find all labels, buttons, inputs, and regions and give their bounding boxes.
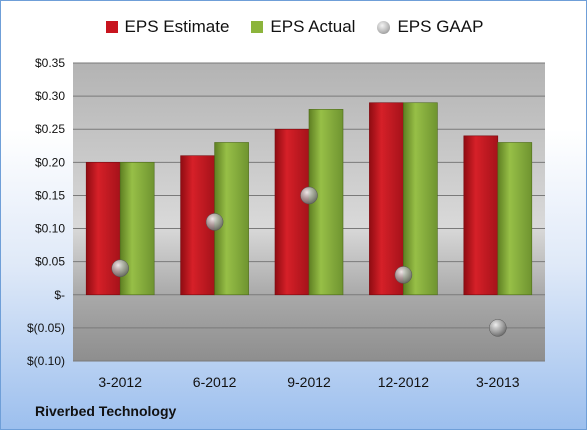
legend-item-eps-actual: EPS Actual [251,17,355,37]
y-tick-label: $0.30 [35,89,65,103]
x-tick-label: 3-2012 [98,374,142,390]
point-eps-gaap [111,259,129,278]
y-tick-label: $(0.05) [27,321,65,335]
y-tick-label: $0.10 [35,222,65,236]
point-eps-gaap [205,213,224,231]
y-tick-label: $0.20 [35,155,65,169]
legend-label-eps-estimate: EPS Estimate [124,17,230,36]
x-tick-label: 6-2012 [193,374,237,390]
y-tick-label: $0.15 [35,188,65,202]
bar-eps-estimate [369,102,404,296]
bar-eps-estimate [274,128,310,296]
x-tick-label: 3-2013 [476,374,520,390]
y-tick-label: $(0.10) [27,354,65,368]
legend-item-eps-estimate: EPS Estimate [105,17,230,37]
legend-label-eps-actual: EPS Actual [270,17,356,36]
legend-swatch-eps-actual [251,21,264,33]
bar-eps-estimate [463,135,499,296]
point-eps-gaap [300,186,318,205]
y-tick-label: $0.35 [35,56,65,70]
legend-item-eps-gaap: EPS GAAP [377,17,483,37]
legend-label-eps-gaap: EPS GAAP [397,17,484,36]
bar-eps-actual [403,102,438,296]
y-tick-label: $- [54,288,65,302]
y-tick-label: $0.25 [35,122,65,136]
bar-eps-actual [497,142,533,296]
x-tick-label: 12-2012 [378,374,430,390]
legend-swatch-eps-estimate [105,21,118,33]
company-name: Riverbed Technology [35,403,177,419]
legend-swatch-eps-gaap [377,20,391,34]
x-tick-label: 9-2012 [287,374,331,390]
legend: EPS Estimate EPS Actual EPS GAAP [1,17,587,37]
point-eps-gaap [489,319,507,337]
point-eps-gaap [394,266,413,284]
y-tick-label: $0.05 [35,255,65,269]
